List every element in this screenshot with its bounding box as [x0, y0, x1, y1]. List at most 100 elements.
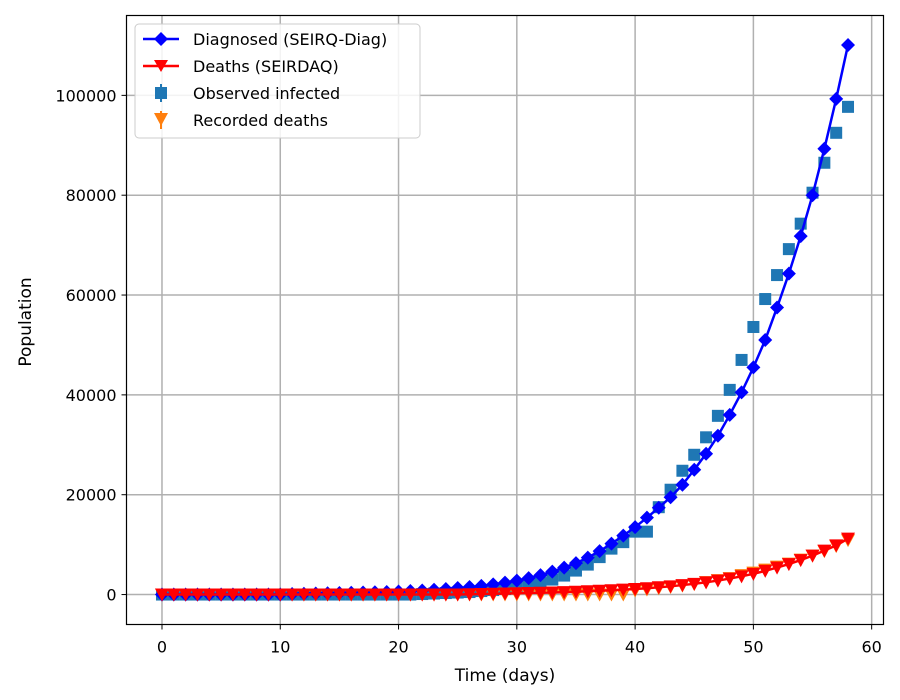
- data-point-deaths-seirdaq: [308, 588, 323, 602]
- x-tick-label: 50: [743, 638, 763, 657]
- data-point-deaths-seirdaq: [178, 588, 193, 602]
- data-point-deaths-seirdaq: [746, 567, 761, 581]
- data-point-diagnosed-seirq-diag: [687, 462, 702, 477]
- data-point-diagnosed-seirq-diag: [533, 568, 548, 583]
- legend-item-deaths: Deaths (SEIRDAQ): [143, 57, 339, 76]
- x-axis-label: Time (days): [454, 666, 555, 686]
- data-point-deaths-seirdaq: [568, 585, 583, 599]
- data-point-deaths-seirdaq: [450, 588, 465, 602]
- data-point-deaths-seirdaq: [533, 586, 548, 600]
- data-point-diagnosed-seirq-diag: [557, 560, 572, 575]
- data-point-observed-infected: [735, 353, 748, 366]
- x-tick-label: 30: [507, 638, 527, 657]
- data-point-deaths-seirdaq: [166, 588, 181, 602]
- data-point-deaths-seirdaq: [438, 588, 453, 602]
- data-point-diagnosed-seirq-diag: [663, 490, 678, 505]
- y-tick-label: 60000: [66, 286, 117, 305]
- data-point-diagnosed-seirq-diag: [580, 550, 595, 565]
- data-point-deaths-seirdaq: [509, 587, 524, 601]
- data-point-diagnosed-seirq-diag: [781, 266, 796, 281]
- data-point-deaths-seirdaq: [190, 588, 205, 602]
- data-point-observed-infected: [759, 293, 772, 306]
- data-point-observed-infected: [569, 564, 582, 577]
- data-point-observed-infected: [688, 448, 701, 461]
- data-point-diagnosed-seirq-diag: [829, 91, 844, 106]
- data-point-diagnosed-seirq-diag: [628, 520, 643, 535]
- x-tick-label: 40: [625, 638, 645, 657]
- data-point-deaths-seirdaq: [498, 587, 512, 601]
- data-point-deaths-seirdaq: [367, 588, 382, 602]
- data-point-deaths-seirdaq: [829, 539, 844, 553]
- data-point-deaths-seirdaq: [628, 583, 643, 597]
- x-tick-label: 20: [388, 638, 408, 657]
- data-point-diagnosed-seirq-diag: [509, 573, 524, 588]
- legend: Diagnosed (SEIRQ-Diag) Deaths (SEIRDAQ) …: [134, 23, 421, 139]
- data-point-diagnosed-seirq-diag: [793, 229, 808, 244]
- data-point-deaths-seirdaq: [722, 572, 737, 586]
- data-point-deaths-seirdaq: [273, 588, 288, 602]
- data-point-deaths-seirdaq: [486, 587, 501, 601]
- data-point-deaths-seirdaq: [781, 558, 796, 572]
- data-point-deaths-seirdaq: [639, 582, 654, 596]
- legend-marker-deaths: [154, 60, 168, 72]
- data-point-deaths-seirdaq: [356, 588, 371, 602]
- data-point-diagnosed-seirq-diag: [675, 477, 690, 492]
- data-point-deaths-seirdaq: [592, 584, 607, 598]
- data-point-observed-infected: [782, 243, 795, 256]
- y-axis-label: Population: [16, 277, 36, 366]
- legend-label-diagnosed: Diagnosed (SEIRQ-Diag): [193, 30, 387, 49]
- data-point-deaths-seirdaq: [403, 588, 418, 602]
- data-point-observed-infected: [747, 320, 760, 333]
- data-point-observed-infected: [842, 100, 855, 113]
- y-tick-label: 80000: [66, 186, 117, 205]
- data-point-diagnosed-seirq-diag: [521, 571, 536, 586]
- data-point-diagnosed-seirq-diag: [770, 300, 785, 315]
- data-point-diagnosed-seirq-diag: [734, 385, 749, 400]
- y-tick-label: 40000: [66, 386, 117, 405]
- legend-label-recorded: Recorded deaths: [193, 111, 328, 130]
- data-point-deaths-seirdaq: [474, 588, 489, 602]
- axis-ticks: 0 10 20 30 40 50 60 0 20000 40000 60000 80000 100000: [55, 86, 881, 656]
- data-point-observed-infected: [830, 126, 843, 139]
- data-point-deaths-seirdaq: [805, 549, 820, 563]
- data-point-diagnosed-seirq-diag: [841, 37, 856, 52]
- data-point-observed-infected: [546, 573, 559, 586]
- series-deaths-seirdaq: [154, 532, 856, 602]
- data-point-deaths-seirdaq: [699, 576, 714, 590]
- data-point-deaths-seirdaq: [758, 564, 773, 578]
- data-point-deaths-seirdaq: [817, 544, 832, 558]
- data-point-deaths-seirdaq: [237, 588, 252, 602]
- data-point-deaths-seirdaq: [675, 579, 690, 593]
- data-point-diagnosed-seirq-diag: [604, 536, 619, 551]
- data-point-diagnosed-seirq-diag: [710, 428, 725, 443]
- x-tick-label: 0: [157, 638, 167, 657]
- data-point-deaths-seirdaq: [320, 588, 335, 602]
- data-point-diagnosed-seirq-diag: [498, 575, 512, 590]
- data-point-diagnosed-seirq-diag: [817, 141, 832, 156]
- legend-item-observed: Observed infected: [155, 84, 340, 103]
- data-point-deaths-seirdaq: [415, 588, 430, 602]
- legend-item-diagnosed: Diagnosed (SEIRQ-Diag): [143, 30, 387, 49]
- data-point-deaths-seirdaq: [332, 588, 347, 602]
- data-point-deaths-seirdaq: [580, 585, 595, 599]
- data-point-deaths-seirdaq: [214, 588, 229, 602]
- data-point-observed-infected: [676, 464, 689, 477]
- data-point-deaths-seirdaq: [249, 588, 264, 602]
- legend-item-recorded: Recorded deaths: [154, 111, 328, 130]
- data-point-deaths-seirdaq: [604, 584, 619, 598]
- data-point-deaths-seirdaq: [734, 570, 749, 584]
- data-point-observed-infected: [771, 269, 784, 282]
- legend-marker-recorded: [154, 113, 168, 126]
- y-tick-label: 100000: [55, 86, 116, 105]
- legend-label-deaths: Deaths (SEIRDAQ): [193, 57, 339, 76]
- data-point-deaths-seirdaq: [557, 586, 572, 600]
- data-point-observed-infected: [723, 383, 736, 396]
- data-point-deaths-seirdaq: [770, 561, 785, 575]
- legend-marker-diagnosed: [154, 32, 168, 46]
- x-tick-label: 60: [861, 638, 881, 657]
- data-point-deaths-seirdaq: [687, 577, 702, 591]
- y-tick-label: 0: [106, 586, 116, 605]
- data-point-observed-infected: [700, 431, 713, 444]
- data-point-deaths-seirdaq: [663, 580, 678, 594]
